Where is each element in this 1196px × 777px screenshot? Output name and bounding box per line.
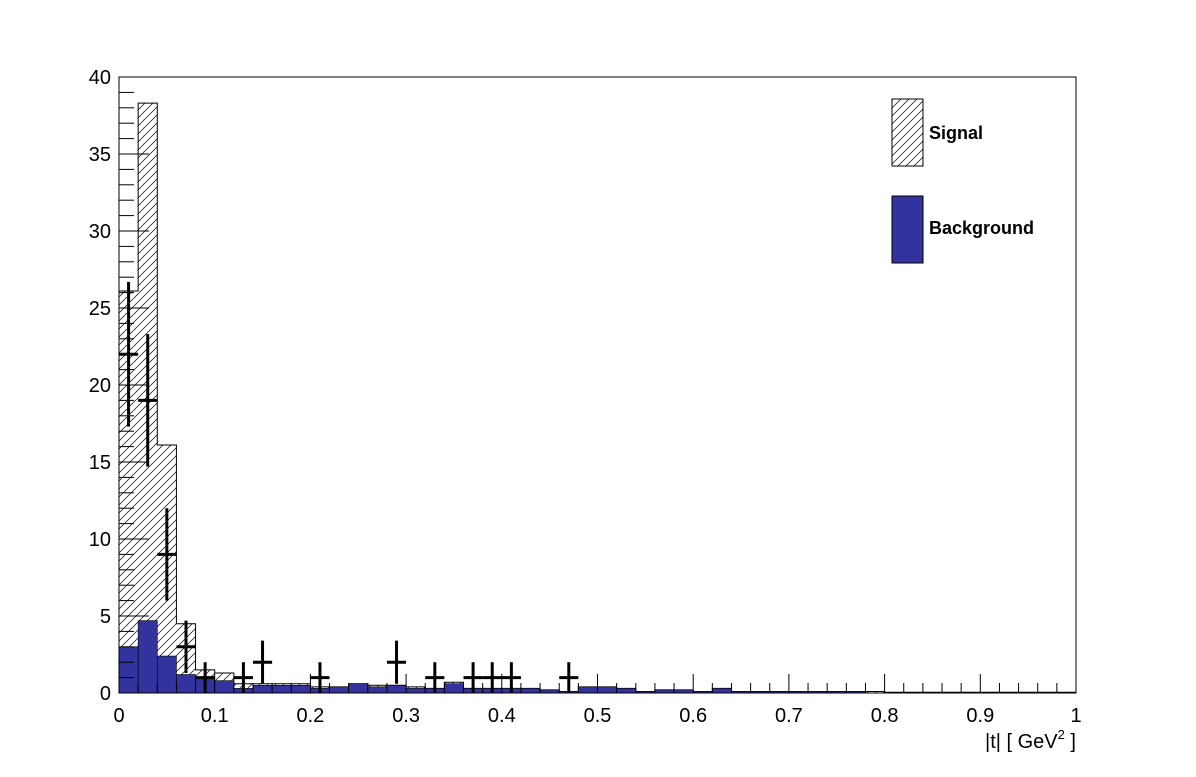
data-point	[233, 662, 253, 693]
legend-background-swatch	[891, 195, 924, 264]
x-tick-label: 0	[113, 705, 124, 727]
y-tick-label: 25	[89, 298, 111, 320]
background-bar	[214, 680, 235, 694]
data-point	[482, 662, 502, 693]
data-point	[559, 662, 579, 693]
signal-outline	[118, 102, 1077, 693]
axis-tick-labels: 0 0.1 0.2 0.3 0.4 0.5 0.6 0.7 0.8 0.9 105101520253…	[89, 67, 1082, 727]
x-axis-title-main: |t| [ GeV	[985, 731, 1058, 753]
legend-background-label: Background	[929, 218, 1034, 238]
background-bar	[367, 686, 388, 694]
y-tick-label: 10	[89, 529, 111, 551]
y-tick-label: 5	[100, 606, 111, 628]
background-bar	[137, 620, 158, 694]
x-tick-label: 0.2	[296, 705, 324, 727]
x-tick-label: 0.7	[775, 705, 803, 727]
y-tick-label: 35	[89, 144, 111, 166]
x-tick-label: 0.9	[966, 705, 994, 727]
signal-bar	[865, 691, 885, 693]
x-tick-label: 1	[1070, 705, 1081, 727]
x-tick-label: 0.5	[584, 705, 612, 727]
legend-signal-label: Signal	[929, 123, 983, 143]
background-bar	[290, 684, 311, 694]
data-point	[386, 640, 407, 684]
background-bar	[597, 686, 617, 694]
signal-bar	[119, 291, 139, 693]
x-axis-title: |t| [ GeV2 ]	[985, 727, 1076, 753]
data-point	[195, 662, 215, 693]
background-bar	[252, 684, 273, 694]
signal-histogram	[118, 102, 1077, 694]
data-point	[425, 662, 445, 693]
background-bar	[329, 686, 349, 694]
background-bar	[444, 683, 464, 694]
background-bar	[520, 688, 541, 694]
axis-ticks	[118, 76, 1077, 694]
x-tick-label: 0.3	[392, 705, 420, 727]
x-tick-label: 0.8	[871, 705, 899, 727]
legend: Signal Background	[891, 98, 1034, 264]
x-tick-label: 0.1	[201, 705, 229, 727]
y-tick-label: 15	[89, 452, 111, 474]
background-bar	[616, 688, 637, 694]
data-point	[463, 662, 483, 693]
data-point	[138, 334, 158, 467]
background-bar	[386, 684, 407, 694]
x-tick-label: 0.4	[488, 705, 516, 727]
background-bar	[405, 688, 426, 694]
background-bar	[176, 674, 196, 694]
x-axis-title-suffix: ]	[1065, 731, 1076, 753]
data-point	[252, 640, 273, 684]
legend-signal-swatch	[891, 98, 924, 167]
data-point	[157, 508, 177, 601]
background-bar	[578, 686, 598, 694]
y-tick-label: 30	[89, 221, 111, 243]
data-point	[176, 620, 196, 673]
background-bar	[348, 683, 369, 694]
background-bar	[712, 688, 732, 694]
background-bar	[156, 655, 177, 694]
data-point	[310, 662, 330, 693]
background-bar	[118, 646, 139, 694]
y-tick-label: 20	[89, 375, 111, 397]
y-tick-label: 0	[100, 683, 111, 705]
background-bar	[271, 684, 292, 694]
x-axis-title-superscript: 2	[1058, 727, 1065, 742]
y-tick-label: 40	[89, 67, 111, 89]
x-tick-label: 0.6	[679, 705, 707, 727]
data-point	[501, 662, 521, 693]
plot-frame	[118, 76, 1077, 694]
